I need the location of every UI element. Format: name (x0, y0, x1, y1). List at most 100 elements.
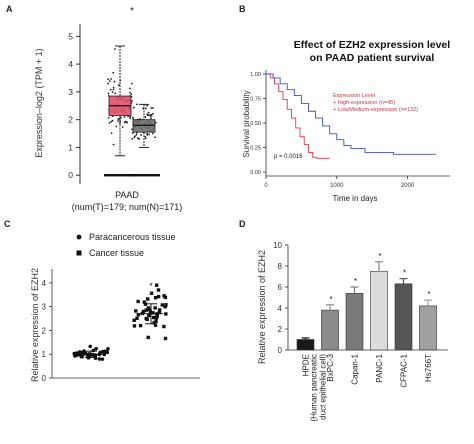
panel-a-ytick-label: 5 (68, 31, 73, 41)
panel-b-legend-item-low-label: Low/Medium-expression (n=132) (338, 107, 418, 113)
panel-c-ylabel: Relative expression of EZH2 (30, 268, 40, 382)
panel-c-point-paracancerous (72, 351, 77, 356)
panel-a-point (112, 143, 115, 146)
panel-b-legend-title: Expression Level (333, 93, 375, 99)
panel-a-baseline-bar (128, 174, 160, 177)
panel-a-boxplot: A Expression–log2 (TPM + 1) 0 1 2 3 4 5 * PAA… (6, 4, 183, 212)
panel-d-category-label: PANC-1 (375, 353, 384, 382)
panel-a-point (120, 116, 122, 119)
panel-c-point-cancer (160, 303, 165, 307)
panel-d-significance-star: * (329, 295, 332, 304)
panel-c-significance-star: * (149, 281, 153, 291)
panel-d-bar (345, 293, 364, 351)
panel-b-ytick-label: 0.00 (250, 170, 261, 176)
panel-a-point (152, 112, 154, 115)
panel-a-ytick-label: 0 (68, 170, 73, 180)
panel-b-xlabel: Time in days (332, 194, 377, 203)
panel-b-title-line-2: on PAAD patient survival (310, 52, 435, 64)
panel-b-survival-chart: B Effect of EZH2 expression level on PAA… (239, 4, 450, 203)
panel-c-ytick-label: 3 (42, 303, 47, 312)
panel-a-point (110, 120, 113, 123)
panel-c-point-cancer (144, 308, 148, 312)
panel-a-ytick-group: 0 1 2 3 4 5 (68, 31, 80, 180)
panel-d-bar (321, 309, 339, 351)
panel-a-point (129, 115, 132, 118)
panel-a-point (113, 48, 116, 50)
panel-b-series-line-0 (266, 73, 330, 159)
panel-c-point-cancer (153, 306, 157, 310)
panel-d-significance-star: * (378, 252, 381, 261)
panel-b-title-line-1: Effect of EZH2 expression level (294, 39, 450, 51)
panel-d-category-label: BxPC-3 (326, 353, 335, 381)
panel-a-point (135, 103, 138, 106)
panel-a-point (129, 87, 131, 90)
panel-a-point (146, 134, 149, 136)
panel-c-point-cancer (151, 315, 156, 320)
panel-c-point-paracancerous (88, 344, 93, 349)
panel-a-point (144, 136, 147, 138)
panel-a-point (107, 116, 110, 119)
panel-a-point (144, 116, 147, 118)
panel-a-point (107, 92, 110, 95)
panel-d-category-note: duct epithelial cell) (319, 354, 328, 420)
panel-label-c: C (4, 219, 11, 229)
panel-a-point (131, 100, 133, 102)
panel-a-point (144, 107, 147, 110)
panel-a-point (131, 132, 134, 135)
panel-c-point-cancer (157, 308, 162, 312)
panel-a-xlabel: PAAD (115, 190, 139, 200)
panel-c-scatter-chart: C Paracancerous tissue Cancer tissue Rel… (4, 219, 200, 383)
panel-a-point (154, 136, 156, 139)
panel-a-point (146, 104, 149, 107)
panel-a-point (111, 119, 114, 122)
panel-c-tick-group: 0 1 2 3 4 (42, 279, 52, 383)
panel-b-legend-item-high-label: High-expression (n=45) (338, 100, 395, 106)
panel-d-significance-star: * (354, 277, 357, 286)
panel-b-series-line-1 (266, 73, 436, 155)
panel-c-ytick-label: 2 (42, 326, 47, 335)
panel-c-point-cancer (134, 309, 138, 313)
panel-d-bar (394, 283, 413, 351)
panel-c-point-paracancerous (98, 350, 102, 355)
panel-c-ytick-label: 0 (42, 374, 47, 383)
panel-d-bar (296, 339, 315, 351)
panel-c-point-cancer (138, 323, 143, 328)
panel-d-ytick-label: 2 (278, 325, 283, 334)
panel-a-point (107, 82, 109, 85)
panel-c-legend-circle-marker (76, 234, 82, 240)
panel-c-point-paracancerous (78, 350, 82, 354)
panel-a-point (138, 138, 141, 140)
panel-c-ytick-label: 1 (42, 350, 47, 359)
panel-d-category-label: Hs766T (424, 354, 433, 382)
panel-a-point (146, 113, 149, 116)
panel-c-point-cancer (156, 294, 161, 299)
panel-a-point (132, 116, 134, 119)
panel-a-ylabel: Expression–log2 (TPM + 1) (34, 48, 44, 157)
panel-a-point (131, 82, 133, 85)
panel-a-point (117, 120, 120, 122)
panel-a-point (110, 132, 113, 135)
panel-a-point (107, 78, 110, 81)
panel-a-point (113, 80, 116, 83)
panel-a-point (144, 137, 147, 140)
panel-c-point-cancer (163, 305, 167, 309)
panel-c-point-cancer (154, 283, 159, 287)
panel-b-xtick-label: 2000 (401, 183, 415, 189)
panel-d-category-labels: HPDE BxPC-3 Capan-1 PANC-1 CFPAC-1 Hs766T (Hum… (302, 353, 434, 421)
panel-a-xsub: (num(T)=179; num(N)=171) (72, 202, 183, 212)
panel-b-xtick-label: 1000 (330, 183, 344, 189)
panel-a-point (148, 133, 151, 136)
panel-a-point (150, 117, 152, 120)
panel-a-ytick-label: 3 (68, 87, 73, 97)
panel-a-point (115, 125, 118, 128)
panel-a-point (121, 126, 124, 128)
panel-c-point-cancer (154, 316, 159, 320)
panel-d-ytick-label: 0 (278, 346, 283, 355)
panel-a-point (152, 107, 154, 109)
panel-d-significance-star: * (427, 290, 430, 299)
panel-a-ytick-label: 1 (68, 142, 73, 152)
panel-d-bar (370, 270, 388, 351)
panel-a-point (130, 93, 133, 96)
panel-c-point-cancer (162, 294, 166, 298)
panel-c-legend-cancer: Cancer tissue (89, 248, 144, 258)
